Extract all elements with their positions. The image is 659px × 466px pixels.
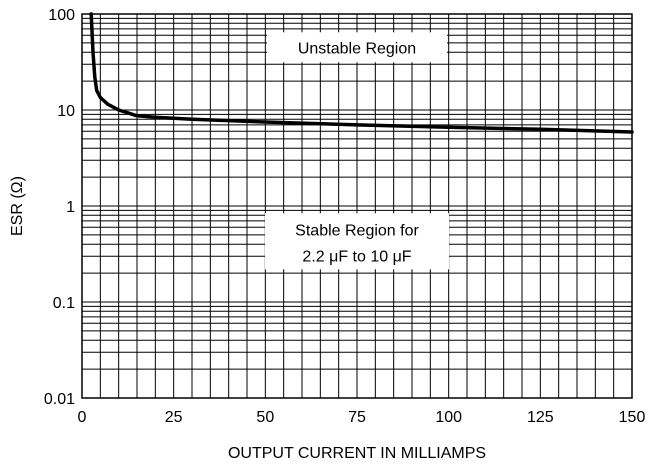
x-tick-label: 100 bbox=[435, 409, 462, 426]
y-axis-title: ESR (Ω) bbox=[9, 176, 26, 236]
y-tick-label: 1 bbox=[66, 199, 75, 216]
unstable-region-label-bg bbox=[267, 32, 447, 63]
x-axis-title: OUTPUT CURRENT IN MILLIAMPS bbox=[228, 445, 486, 462]
x-tick-label: 25 bbox=[165, 409, 183, 426]
x-tick-labels: 0 25 50 75 100 125 150 bbox=[78, 409, 646, 426]
x-tick-label: 125 bbox=[527, 409, 554, 426]
unstable-region-label: Unstable Region bbox=[298, 40, 416, 57]
y-tick-label: 0.01 bbox=[44, 391, 75, 408]
x-tick-label: 0 bbox=[78, 409, 87, 426]
x-tick-label: 150 bbox=[619, 409, 646, 426]
y-tick-label: 10 bbox=[57, 103, 75, 120]
grid bbox=[82, 14, 632, 398]
y-tick-labels: 0.01 0.1 1 10 100 bbox=[44, 7, 75, 408]
x-tick-label: 50 bbox=[256, 409, 274, 426]
stable-region-label-bg bbox=[265, 213, 449, 270]
annotations: Unstable Region Stable Region for 2.2 μF… bbox=[265, 32, 449, 270]
stable-region-label-line1: Stable Region for bbox=[295, 222, 419, 239]
x-tick-label: 75 bbox=[348, 409, 366, 426]
y-tick-label: 0.1 bbox=[53, 295, 75, 312]
y-tick-label: 100 bbox=[48, 7, 75, 24]
esr-curve bbox=[89, 12, 634, 134]
stable-region-label-line2: 2.2 μF to 10 μF bbox=[302, 248, 411, 265]
plot-frame bbox=[81, 13, 633, 399]
